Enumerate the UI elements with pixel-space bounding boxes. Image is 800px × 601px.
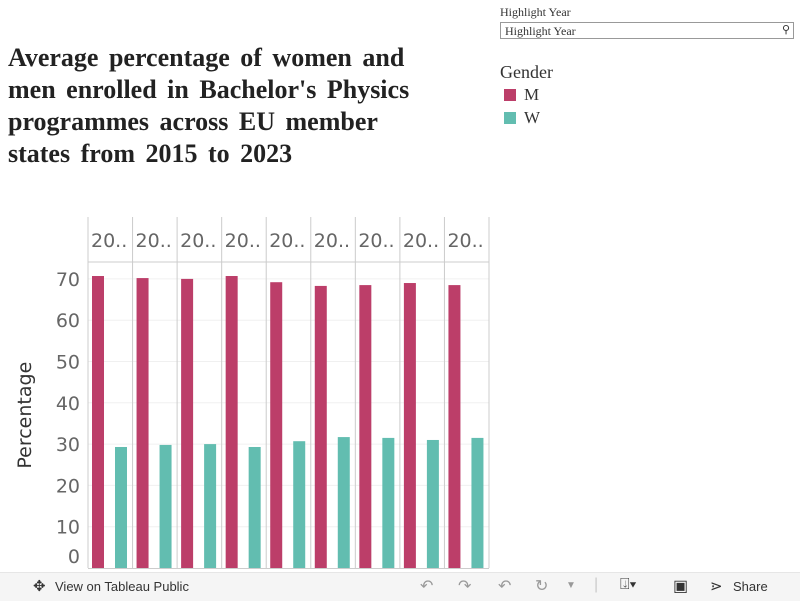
legend-title: Gender [500, 62, 553, 82]
highlight-year-input[interactable]: Highlight Year ⚲ [500, 22, 794, 39]
divider: | [594, 576, 599, 593]
year-header-2018: 20.. [225, 230, 261, 252]
year-header-2019: 20.. [269, 230, 305, 252]
chevron-down-icon[interactable]: ▼ [566, 580, 576, 591]
bar-m-2020 [314, 285, 327, 568]
y-tick-label: 30 [56, 434, 80, 456]
undo-icon[interactable]: ↶ [420, 578, 434, 595]
legend-label-m: M [524, 84, 540, 104]
legend-swatch-m [504, 88, 516, 101]
y-tick-label: 70 [56, 269, 80, 291]
bar-m-2017 [181, 278, 194, 568]
bar-chart: 0 10 20 30 40 50 60 70 Percentage 20.. 20.. 20.. 20.… [14, 217, 490, 569]
y-tick-label: 50 [56, 352, 80, 374]
year-header-2023: 20.. [447, 230, 483, 252]
year-header-2017: 20.. [180, 230, 216, 252]
view-on-tableau-link[interactable]: View on Tableau Public [55, 579, 189, 594]
y-tick-label: 40 [56, 393, 80, 415]
bar-w-2022 [426, 439, 439, 568]
chart-title: Average percentage of women and men enro… [8, 43, 410, 168]
bar-m-2021 [359, 285, 372, 568]
tableau-toolbar: ✥ View on Tableau Public ↶ ↷ ↶ ↻ ▼ | ⍗▾ … [0, 572, 800, 601]
fullscreen-icon[interactable]: ▣ [673, 578, 689, 595]
bar-m-2022 [403, 283, 416, 568]
legend-item-m[interactable]: M [504, 83, 553, 106]
year-header-2021: 20.. [358, 230, 394, 252]
year-header-2022: 20.. [403, 230, 439, 252]
y-axis-label: Percentage [14, 362, 36, 469]
bar-m-2023 [448, 285, 461, 568]
highlight-year-label: Highlight Year [500, 5, 571, 19]
refresh-icon[interactable]: ↻ [535, 578, 549, 595]
bar-w-2015 [115, 446, 127, 568]
bar-w-2020 [337, 437, 350, 568]
share-button[interactable]: Share [733, 579, 768, 594]
legend: Gender M W [500, 62, 553, 129]
tableau-logo-icon: ✥ [33, 578, 46, 595]
year-header-2015: 20.. [91, 230, 127, 252]
download-icon[interactable]: ⍗▾ [620, 576, 637, 593]
bar-w-2019 [293, 441, 306, 568]
bar-w-2017 [204, 444, 217, 568]
y-tick-label: 60 [56, 310, 80, 332]
legend-swatch-w [504, 111, 516, 124]
bar-w-2023 [471, 437, 484, 568]
year-header-2016: 20.. [136, 230, 172, 252]
bar-w-2021 [382, 437, 395, 568]
legend-item-w[interactable]: W [504, 106, 553, 129]
bar-m-2016 [136, 278, 149, 568]
legend-label-w: W [524, 107, 541, 127]
bar-m-2018 [225, 276, 238, 568]
y-tick-label: 20 [56, 475, 80, 497]
bar-w-2016 [159, 444, 172, 568]
highlight-year-placeholder: Highlight Year [505, 24, 576, 38]
share-icon[interactable]: ⋗ [710, 578, 723, 595]
revert-icon[interactable]: ↶ [498, 578, 512, 595]
year-header-2020: 20.. [314, 230, 350, 252]
bar-w-2018 [248, 446, 261, 568]
bar-m-2019 [270, 282, 283, 568]
y-tick-label: 10 [56, 517, 80, 539]
bar-m-2015 [92, 276, 104, 568]
y-tick-label: 0 [68, 546, 80, 568]
search-icon[interactable]: ⚲ [781, 24, 790, 36]
redo-icon[interactable]: ↷ [458, 578, 472, 595]
